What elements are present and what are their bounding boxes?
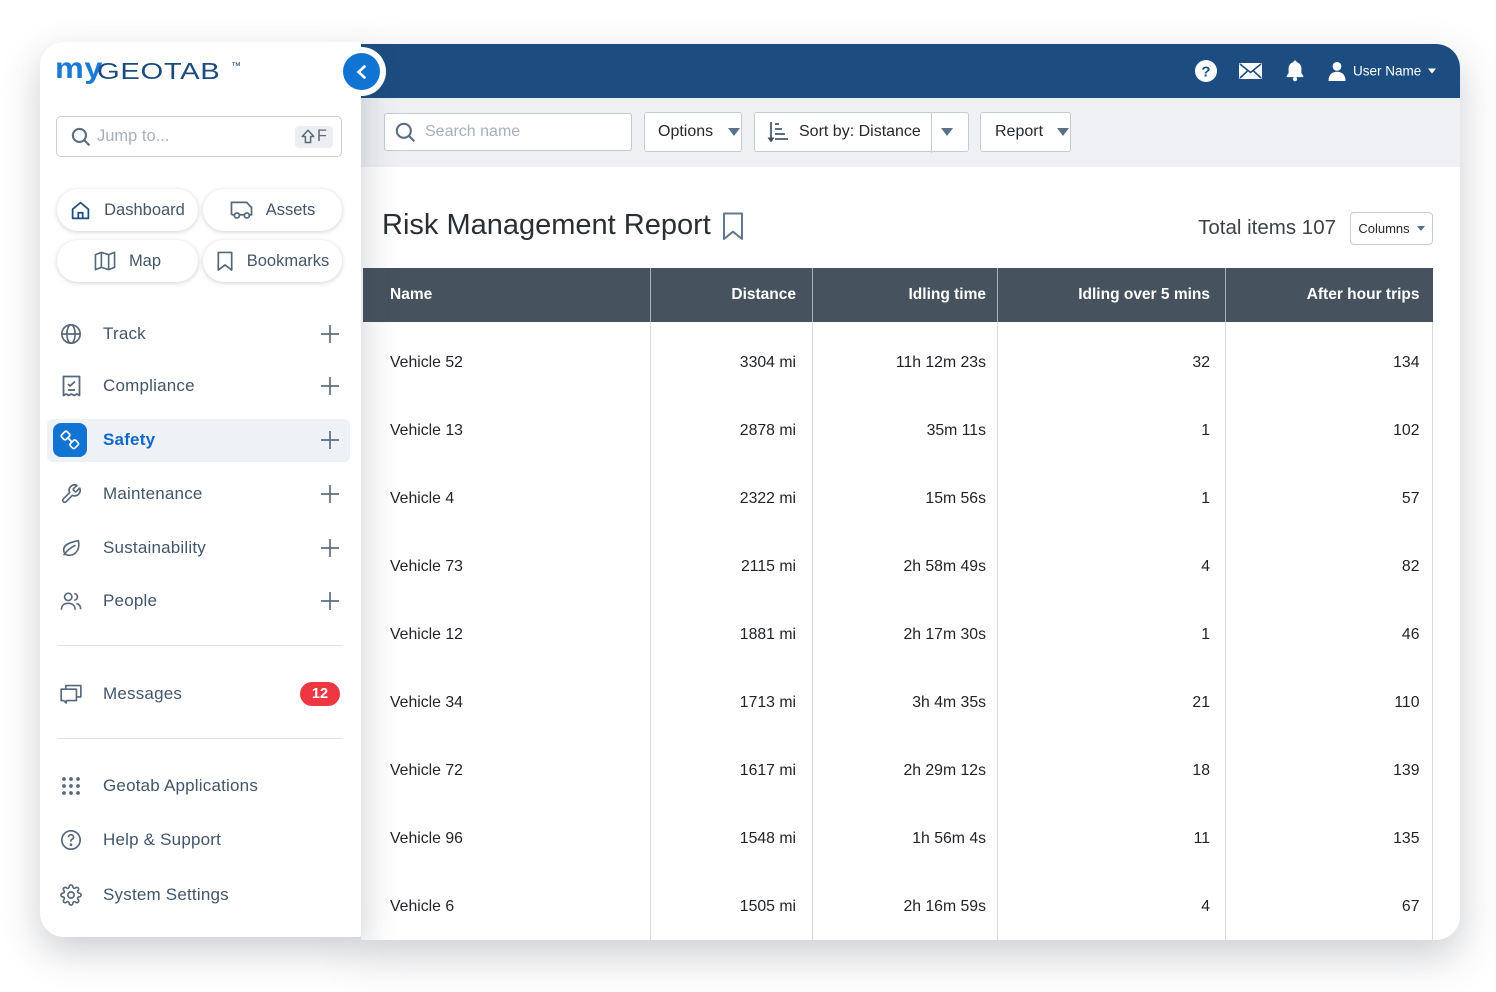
svg-text:?: ?	[1201, 64, 1210, 81]
